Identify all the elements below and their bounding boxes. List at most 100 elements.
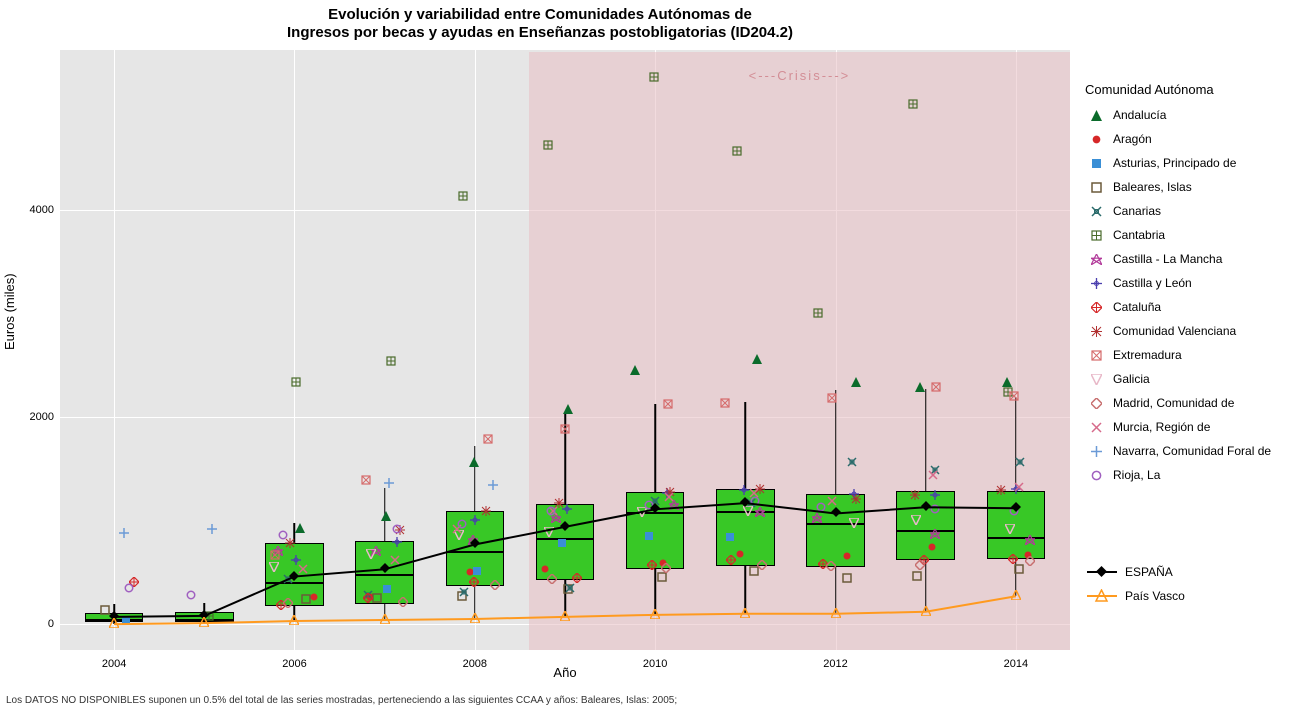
legend-label: Aragón [1113,132,1152,146]
legend-item: Comunidad Valenciana [1085,319,1295,343]
title-line-1: Evolución y variabilidad entre Comunidad… [0,6,1080,24]
data-point [572,570,582,588]
data-point [483,431,493,449]
data-point [1025,553,1035,571]
data-point [663,396,673,414]
data-point [384,475,394,493]
x-tick: 2008 [463,658,487,670]
data-point [207,521,217,539]
data-point [363,590,373,608]
legend-item: Cataluña [1085,295,1295,319]
legend-marker-icon [1085,370,1107,388]
x-axis-label: Año [60,665,1070,680]
data-point [1008,551,1018,569]
data-point [469,574,479,592]
data-point [915,379,925,397]
data-point [544,524,554,542]
data-point [851,491,861,509]
crisis-region [529,52,1070,650]
data-point [910,487,920,505]
line-marker [650,500,660,518]
data-point [931,379,941,397]
legend-marker-icon [1085,178,1107,196]
legend-label: Castilla y León [1113,276,1192,290]
y-tick: 4000 [24,204,54,216]
data-point [557,535,567,553]
data-point [757,557,767,575]
legend-item: Cantabria [1085,223,1295,247]
data-point [398,594,408,612]
data-point [930,526,940,544]
data-point [647,557,657,575]
legend-title: Comunidad Autónoma [1085,82,1295,97]
data-point [813,305,823,323]
data-point [481,503,491,521]
legend-label: País Vasco [1125,589,1185,603]
data-point [366,546,376,564]
line-marker [289,612,299,630]
legend-label: Asturias, Principado de [1113,156,1236,170]
line-marker [289,568,299,586]
data-point [1014,479,1024,497]
line-marker [1011,499,1021,517]
line-marker [740,494,750,512]
data-point [725,529,735,547]
data-point [842,570,852,588]
y-axis-label: Euros (miles) [2,273,17,350]
chart-title: Evolución y variabilidad entre Comunidad… [0,6,1080,42]
legend-marker-icon [1085,394,1107,412]
data-point [750,493,760,511]
data-point [301,591,311,609]
legend-communities: Comunidad Autónoma Andalucía Aragón Asturi… [1085,82,1295,487]
line-marker [921,603,931,621]
data-point [124,580,134,598]
data-point [547,571,557,589]
line-marker [921,498,931,516]
legend-item: Madrid, Comunidad de [1085,391,1295,415]
data-point [911,512,921,530]
data-point [563,401,573,419]
legend-item: Galicia [1085,367,1295,391]
data-point [827,390,837,408]
footnote: Los DATOS NO DISPONIBLES suponen un 0.5%… [6,695,677,706]
legend-marker-icon [1085,322,1107,340]
data-point [392,521,402,539]
data-point [649,69,659,87]
data-point [470,512,480,530]
legend-marker-icon [1085,106,1107,124]
data-point [630,362,640,380]
legend-marker-icon [1085,226,1107,244]
data-point [842,548,852,566]
data-point [283,595,293,613]
data-point [752,351,762,369]
data-point [382,581,392,599]
x-tick: 2004 [102,658,126,670]
legend-item: Andalucía [1085,103,1295,127]
data-point [851,374,861,392]
legend-marker-icon [1085,250,1107,268]
data-point [361,472,371,490]
legend-item: Rioja, La [1085,463,1295,487]
data-point [816,499,826,517]
legend-label: Canarias [1113,204,1161,218]
line-marker [199,614,209,632]
line-marker [380,560,390,578]
data-point [121,613,131,631]
legend-label: Comunidad Valenciana [1113,324,1236,338]
data-point [490,577,500,595]
line-marker [109,615,119,633]
line-marker [470,535,480,553]
legend-label: Rioja, La [1113,468,1160,482]
data-point [847,454,857,472]
data-point [291,374,301,392]
legend-item: Murcia, Región de [1085,415,1295,439]
legend-label: Navarra, Comunidad Foral de [1113,444,1271,458]
data-point [543,137,553,155]
data-point [459,584,469,602]
legend-marker-icon [1085,346,1107,364]
legend-item: Castilla - La Mancha [1085,247,1295,271]
legend-item: Castilla y León [1085,271,1295,295]
data-point [386,353,396,371]
legend-item: Navarra, Comunidad Foral de [1085,439,1295,463]
line-marker [560,608,570,626]
